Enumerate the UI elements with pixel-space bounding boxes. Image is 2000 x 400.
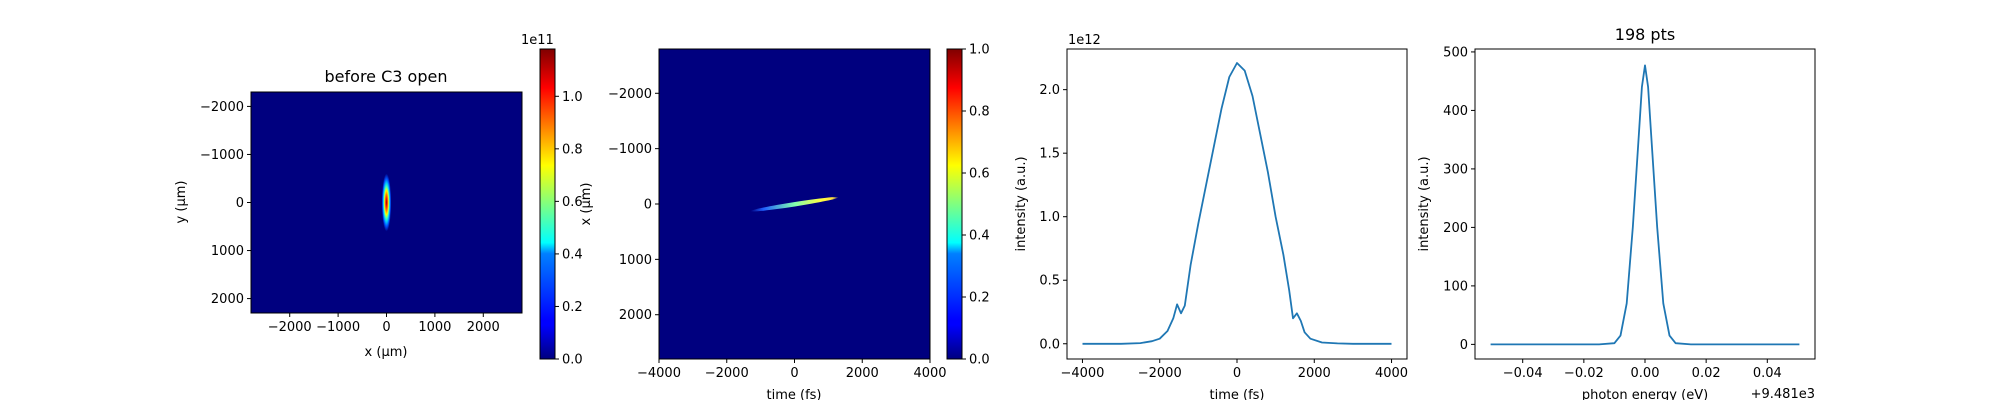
- panel4-x-tick-label: 0.02: [1692, 366, 1721, 381]
- panel3-series: [1082, 62, 1392, 345]
- panel2-y-tick-label: 0: [644, 198, 652, 213]
- panel2-colorbar-tick-label: 0.2: [969, 291, 990, 306]
- panel2-xlabel: time (fs): [767, 388, 822, 400]
- panel2-x-tick-label: −4000: [637, 366, 681, 381]
- panel3-y-tick-label: 1.0: [1039, 210, 1060, 225]
- panel3-ylabel: intensity (a.u.): [1014, 156, 1029, 251]
- panel3-y-tick-label: 2.0: [1039, 83, 1060, 98]
- panel3-series-line: [1082, 62, 1392, 345]
- panel2-colorbar: [946, 48, 963, 360]
- panel2-colorbar-tick-label: 1.0: [969, 43, 990, 58]
- panel1-colorbar-tick-label: 0.8: [562, 142, 583, 157]
- panel4-y-ticks: 0 100 200 300 400 500: [1443, 45, 1475, 353]
- panel1-colorbar-offset: 1e11: [521, 33, 554, 48]
- panel4-y-tick-label: 100: [1443, 279, 1468, 294]
- panel3-x-tick-label: −4000: [1060, 366, 1104, 381]
- panel1-title: before C3 open: [325, 67, 448, 86]
- panel3-x-tick-label: 2000: [1298, 366, 1331, 381]
- panel1-x-tick-label: 1000: [418, 320, 451, 335]
- panel1-y-ticks: −2000 −1000 0 1000 2000: [200, 100, 251, 307]
- panel1-y-tick-label: 1000: [211, 244, 244, 259]
- panel1-y-tick-label: −1000: [200, 148, 244, 163]
- panel3-y-ticks: 0.0 0.5 1.0 1.5 2.0: [1039, 83, 1067, 352]
- panel4-ylabel: intensity (a.u.): [1417, 156, 1432, 251]
- panel4-y-tick-label: 400: [1443, 104, 1468, 119]
- panel2-x-ticks: −4000 −2000 0 2000 4000: [637, 359, 947, 381]
- panel4-y-tick-label: 200: [1443, 221, 1468, 236]
- panel4-y-tick-label: 500: [1443, 45, 1468, 60]
- panel1-xlabel: x (μm): [365, 345, 408, 360]
- panel2-x-tick-label: 2000: [846, 366, 879, 381]
- panel1-ylabel: y (μm): [174, 181, 189, 224]
- panel3-x-tick-label: 0: [1233, 366, 1241, 381]
- panel4-y-tick-label: 0: [1460, 338, 1468, 353]
- panel2-pulse-streak-shape: [750, 197, 839, 212]
- panel1-x-tick-label: 2000: [467, 320, 500, 335]
- panel4-x-tick-label: 0.04: [1753, 366, 1782, 381]
- panel2-y-tick-label: −2000: [608, 87, 652, 102]
- panel2-x-tick-label: 4000: [913, 366, 946, 381]
- panel4-offset-label: +9.481e3: [1751, 387, 1815, 400]
- panel1-colorbar-tick-label: 1.0: [562, 90, 583, 105]
- panel4-series: [1490, 64, 1800, 346]
- panel1-x-tick-label: 0: [382, 320, 390, 335]
- panel1-colorbar-tick-label: 0.2: [562, 300, 583, 315]
- panel1-y-tick-label: 2000: [211, 292, 244, 307]
- panel3-x-tick-label: −2000: [1138, 366, 1182, 381]
- panel2-ylabel: x (μm): [579, 183, 594, 226]
- panel3-axes-frame: [1066, 48, 1408, 360]
- panel-spectrum: 198 pts −0.04 −0.02 0.00 0.02 0.04 0 100 200 30…: [1417, 25, 1816, 400]
- panel4-x-tick-label: −0.02: [1564, 366, 1604, 381]
- panel2-y-tick-label: 1000: [619, 253, 652, 268]
- panel1-colorbar-tick-label: 0.6: [562, 195, 583, 210]
- panel1-colorbar-ticks: 0.0 0.2 0.4 0.6 0.8 1.0: [555, 90, 583, 368]
- panel1-x-tick-label: −2000: [268, 320, 312, 335]
- panel2-colorbar-tick-label: 0.0: [969, 353, 990, 368]
- panel3-offset-label: 1e12: [1068, 33, 1101, 48]
- panel3-y-tick-label: 1.5: [1039, 147, 1060, 162]
- panel4-axes-frame: [1474, 48, 1816, 360]
- panel3-x-tick-label: 4000: [1375, 366, 1408, 381]
- panel-spatio-temporal: −4000 −2000 0 2000 4000 −2000−1000010002000 …: [579, 43, 990, 400]
- panel1-x-ticks: −2000 −1000 0 1000 2000: [268, 313, 500, 335]
- panel2-colorbar-tick-label: 0.6: [969, 167, 990, 182]
- panel4-x-tick-label: 0.00: [1631, 366, 1660, 381]
- panel2-y-tick-label: 2000: [619, 308, 652, 323]
- panel2-colorbar-ticks: 0.0 0.2 0.4 0.6 0.8 1.0: [962, 43, 990, 368]
- panel3-y-tick-label: 0.0: [1039, 337, 1060, 352]
- panel2-x-tick-label: −2000: [705, 366, 749, 381]
- panel-beam-profile: before C3 open −2000 −1000 0 1000 2000 −2000…: [174, 33, 583, 368]
- panel2-y-tick-label: −1000: [608, 142, 652, 157]
- panel1-colorbar: [539, 48, 556, 360]
- panel1-y-tick-label: −2000: [200, 100, 244, 115]
- panel4-series-line: [1490, 64, 1800, 346]
- panel1-y-tick-label: 0: [236, 196, 244, 211]
- panel2-colorbar-tick-label: 0.4: [969, 229, 990, 244]
- panel1-beam-spot-shape: [381, 173, 392, 232]
- panel1-colorbar-tick-label: 0.0: [562, 353, 583, 368]
- panel4-x-tick-label: −0.04: [1503, 366, 1543, 381]
- panel3-xlabel: time (fs): [1210, 388, 1265, 400]
- panel4-xlabel: photon energy (eV): [1582, 388, 1708, 400]
- panel4-y-tick-label: 300: [1443, 162, 1468, 177]
- panel4-x-ticks: −0.04 −0.02 0.00 0.02 0.04: [1503, 359, 1782, 381]
- panel1-colorbar-tick-label: 0.4: [562, 247, 583, 262]
- panel2-pulse-streak: [750, 197, 839, 212]
- panel1-beam-spot: [381, 173, 392, 232]
- panel4-title: 198 pts: [1615, 25, 1675, 44]
- panel2-y-ticks: −2000 −1000 0 1000 2000: [608, 87, 659, 323]
- panel1-x-tick-label: −1000: [316, 320, 360, 335]
- panel3-x-ticks: −4000 −2000 0 2000 4000: [1060, 359, 1408, 381]
- panel2-x-tick-label: 0: [790, 366, 798, 381]
- panel3-y-tick-label: 0.5: [1039, 274, 1060, 289]
- panel2-colorbar-tick-label: 0.8: [969, 105, 990, 120]
- panel-temporal-profile: −4000 −2000 0 2000 4000 0.0 0.5 1.0 1.5 2.0 1e12…: [1014, 33, 1408, 400]
